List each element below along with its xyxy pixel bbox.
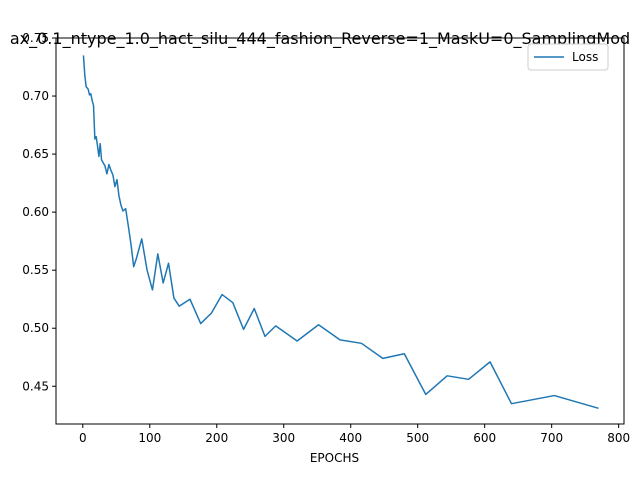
x-tick-label: 300 xyxy=(272,431,295,445)
x-tick-label: 500 xyxy=(406,431,429,445)
legend-box xyxy=(527,43,609,71)
x-axis-label: EPOCHS xyxy=(310,451,359,465)
y-tick-label: 0.60 xyxy=(22,205,49,219)
x-tick-label: 400 xyxy=(339,431,362,445)
axes-frame xyxy=(55,37,625,425)
x-tick-label: 100 xyxy=(138,431,161,445)
y-tick-label: 0.75 xyxy=(22,31,49,45)
x-tick-label: 0 xyxy=(79,431,87,445)
series-line-0 xyxy=(82,55,599,410)
legend: Loss xyxy=(527,43,609,71)
x-tick-label: 600 xyxy=(473,431,496,445)
x-tick-label: 800 xyxy=(607,431,630,445)
plot-area: 0 100 200 300 400 500 600 700 800 0.45 0.50 0.55 0.6… xyxy=(22,31,630,445)
chart-title: ax_0.1_ntype_1.0_hact_silu_444_fashion_R… xyxy=(10,29,630,49)
x-tick-label: 200 xyxy=(205,431,228,445)
y-tick-label: 0.55 xyxy=(22,263,49,277)
y-tick-label: 0.65 xyxy=(22,147,49,161)
y-tick-label: 0.50 xyxy=(22,321,49,335)
y-tick-label: 0.45 xyxy=(22,379,49,393)
x-tick-label: 700 xyxy=(540,431,563,445)
legend-label: Loss xyxy=(572,50,598,64)
y-tick-label: 0.70 xyxy=(22,89,49,103)
